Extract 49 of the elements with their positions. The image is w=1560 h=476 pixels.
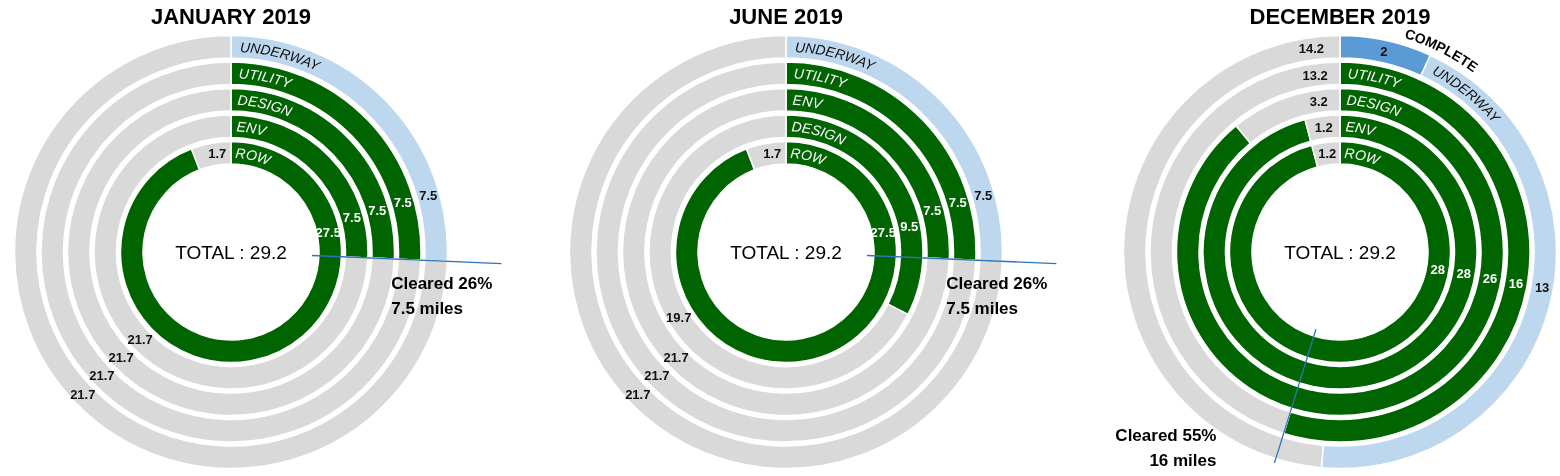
slice-label: ROW <box>789 144 830 169</box>
data-label: 7.5 <box>974 187 993 203</box>
text: Cleared 26% 7.5 miles <box>946 273 1048 318</box>
data-label: 7.5 <box>368 202 387 218</box>
chart-title: JUNE 2019 <box>729 4 843 29</box>
data-label: 21.7 <box>625 386 651 402</box>
data-label: 1.7 <box>208 146 227 162</box>
slice-label: ROW <box>1343 144 1384 169</box>
data-label: 21.7 <box>89 368 115 384</box>
slice-label: ENV <box>235 118 270 140</box>
data-label: 21.7 <box>663 349 689 365</box>
data-label: 21.7 <box>127 331 153 347</box>
data-label: 19.7 <box>666 310 692 326</box>
data-label: 9.5 <box>900 219 919 235</box>
data-label: 14.2 <box>1298 41 1325 57</box>
slice-label: ENV <box>792 91 826 113</box>
data-label: 1.7 <box>763 146 782 162</box>
text: Cleared 55% 16 miles <box>1115 425 1217 470</box>
text: Cleared 26% 7.5 miles <box>391 273 493 318</box>
chart-title: JANUARY 2019 <box>150 4 312 29</box>
data-label: 7.5 <box>923 202 942 218</box>
data-label: 16 <box>1508 275 1524 291</box>
data-label: 7.5 <box>393 195 412 211</box>
data-label: 1.2 <box>1318 146 1337 162</box>
data-label: 2 <box>1380 44 1388 60</box>
text: TOTAL : 29.2 <box>730 241 842 263</box>
slice-label: DESIGN <box>1346 91 1405 120</box>
data-label: 13 <box>1534 280 1550 296</box>
slice-label: UTILITY <box>793 65 851 92</box>
slice-label: ROW <box>234 144 275 169</box>
data-label: 7.5 <box>948 195 967 211</box>
chart-title: DECEMBER 2019 <box>1249 4 1431 29</box>
slice-label: UTILITY <box>1347 65 1405 92</box>
slice-label: UTILITY <box>238 65 296 92</box>
text: TOTAL : 29.2 <box>1284 241 1396 263</box>
data-label: 21.7 <box>70 386 96 402</box>
data-label: 26 <box>1482 270 1498 286</box>
data-label: 21.7 <box>108 349 134 365</box>
data-label: 7.5 <box>419 187 438 203</box>
slice-label: DESIGN <box>237 91 296 120</box>
data-label: 13.2 <box>1302 67 1328 83</box>
data-label: 28 <box>1456 266 1472 282</box>
slice-label: ENV <box>1344 118 1379 140</box>
data-label: 21.7 <box>644 368 670 384</box>
data-label: 1.2 <box>1314 119 1333 135</box>
text: TOTAL : 29.2 <box>175 241 287 263</box>
data-label: 3.2 <box>1309 93 1328 109</box>
data-label: 28 <box>1430 261 1445 277</box>
data-label: 7.5 <box>342 209 361 225</box>
